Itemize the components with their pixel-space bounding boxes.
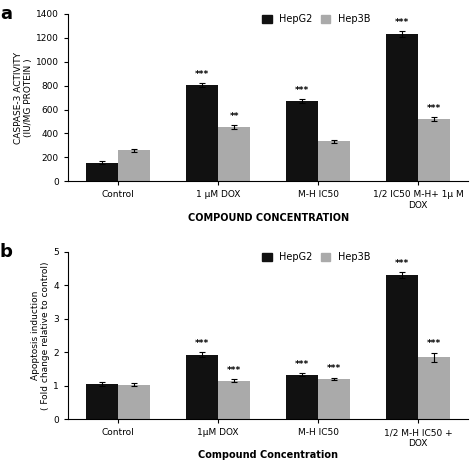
Bar — [418, 357, 450, 419]
Text: ***: *** — [195, 339, 210, 348]
Bar — [218, 127, 250, 181]
Bar — [186, 355, 218, 419]
Bar — [286, 375, 318, 419]
Text: ***: *** — [395, 18, 410, 27]
Bar — [218, 381, 250, 419]
Text: ***: *** — [295, 360, 310, 369]
Text: a: a — [0, 5, 12, 23]
Text: ***: *** — [395, 259, 410, 268]
Bar — [86, 384, 118, 419]
Text: ***: *** — [327, 364, 341, 373]
Bar — [386, 34, 418, 181]
Y-axis label: CASPASE-3 ACTIVITY
(IU/MG PROTEIN ): CASPASE-3 ACTIVITY (IU/MG PROTEIN ) — [14, 52, 33, 144]
Text: ***: *** — [195, 69, 210, 79]
Bar — [318, 379, 350, 419]
Bar — [186, 85, 218, 181]
Y-axis label: Apoptosis induction
( Fold change relative to control): Apoptosis induction ( Fold change relati… — [31, 261, 50, 410]
Legend: HepG2, Hep3B: HepG2, Hep3B — [258, 10, 374, 28]
Bar — [318, 141, 350, 181]
Bar — [286, 101, 318, 181]
Text: ***: *** — [427, 104, 441, 113]
Text: **: ** — [229, 111, 239, 121]
Legend: HepG2, Hep3B: HepG2, Hep3B — [258, 248, 374, 266]
Text: ***: *** — [227, 366, 241, 375]
Bar — [386, 275, 418, 419]
Text: b: b — [0, 243, 13, 261]
X-axis label: COMPOUND CONCENTRATION: COMPOUND CONCENTRATION — [188, 212, 349, 223]
Bar — [118, 150, 150, 181]
Bar — [86, 163, 118, 181]
Text: ***: *** — [427, 339, 441, 348]
Text: ***: *** — [295, 86, 310, 95]
Bar — [418, 119, 450, 181]
X-axis label: Compound Concentration: Compound Concentration — [198, 451, 338, 460]
Bar — [118, 385, 150, 419]
